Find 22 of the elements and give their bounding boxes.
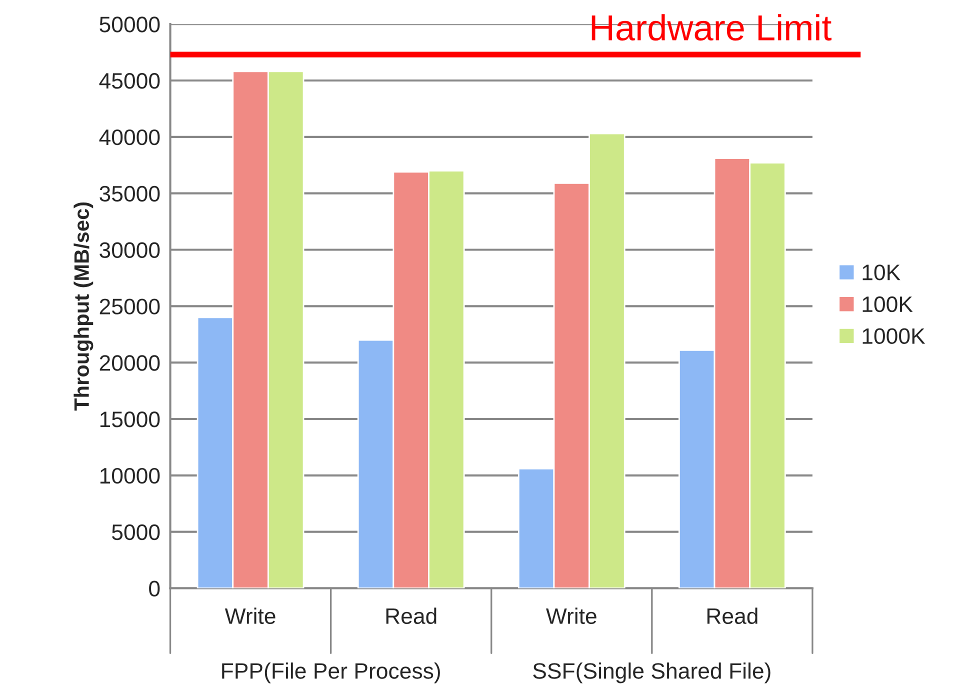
legend-label: 100K <box>862 296 913 312</box>
y-tick-label: 25000 <box>100 298 160 314</box>
x-tick-label: Read <box>707 608 758 624</box>
y-tick-label: 5000 <box>112 524 160 540</box>
legend-label: 10K <box>862 264 900 280</box>
y-tick-label: 10000 <box>100 468 160 484</box>
text: SSF(Single Shared File) <box>533 662 770 684</box>
x-tick-label: Write <box>546 608 596 624</box>
ref-line-label: Hardware Limit <box>592 14 832 41</box>
x-tick-label: Write <box>224 608 276 624</box>
y-tick-label: 15000 <box>100 412 160 428</box>
y-axis-title: Throughput (MB/sec) <box>74 202 94 411</box>
y-tick-label: 0 <box>149 580 160 597</box>
y-tick-label: 50000 <box>100 16 160 32</box>
y-tick-label: 30000 <box>100 242 160 258</box>
text: FPP(File Per Process) <box>222 662 440 684</box>
legend-label: 1000K <box>862 328 926 344</box>
y-tick-label: 45000 <box>99 73 160 89</box>
y-tick-label: 40000 <box>99 129 160 146</box>
y-tick-label: 35000 <box>100 186 160 202</box>
y-tick-label: 20000 <box>100 355 160 371</box>
x-tick-label: Read <box>386 608 436 624</box>
